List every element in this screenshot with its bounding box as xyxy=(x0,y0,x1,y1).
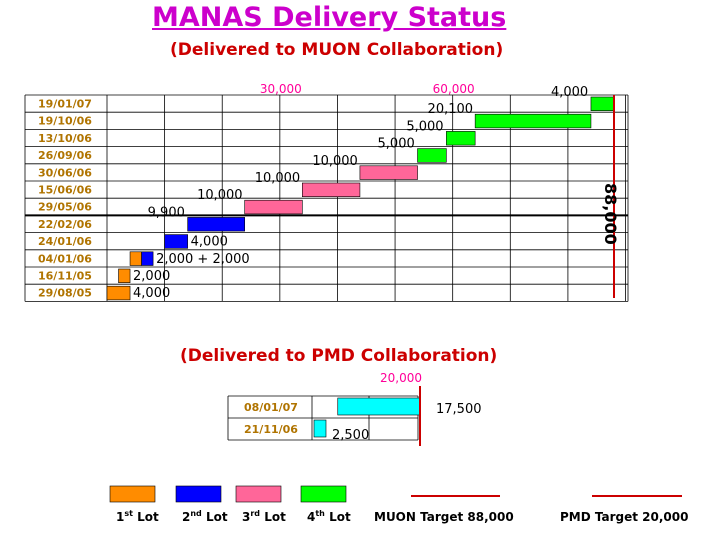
value-label: 4,000 xyxy=(551,85,588,100)
value-label: 20,100 xyxy=(428,102,474,117)
legend-swatch xyxy=(300,485,347,503)
delivery-bar xyxy=(244,199,303,215)
row-date-label: 15/06/06 xyxy=(38,184,92,197)
legend-target-label: MUON Target 88,000 xyxy=(374,510,514,524)
delivery-bar xyxy=(106,285,131,301)
row-date-label: 24/01/06 xyxy=(38,235,92,248)
legend-target-label: PMD Target 20,000 xyxy=(560,510,688,524)
value-label: 4,000 xyxy=(133,286,170,301)
value-label: 4,000 xyxy=(191,235,228,250)
row-date-label: 08/01/07 xyxy=(244,401,298,414)
delivery-bar xyxy=(187,217,245,232)
delivery-bar xyxy=(337,397,421,416)
legend: 1st Lot 2nd Lot 3rd Lot 4th Lot MUON Target … xyxy=(109,485,688,524)
pmd-chart: 20,000 08/01/07 17,500 21/11/06 2,500 xyxy=(227,371,482,446)
row-date-label: 22/02/06 xyxy=(38,218,92,231)
value-label: 2,500 xyxy=(332,428,369,443)
delivery-bar xyxy=(302,182,361,197)
value-label: 9,900 xyxy=(148,205,185,220)
row-date-label: 30/06/06 xyxy=(38,166,92,179)
delivery-bar xyxy=(446,131,476,146)
delivery-bar xyxy=(118,268,131,283)
row-date-label: 04/01/06 xyxy=(38,252,92,265)
value-label: 17,500 xyxy=(436,402,482,417)
legend-label: 4th Lot xyxy=(307,509,351,524)
delivery-bar xyxy=(141,251,154,266)
legend-label: 1st Lot xyxy=(116,509,159,524)
value-label: 10,000 xyxy=(312,154,358,169)
delivery-bar xyxy=(359,165,418,180)
row-date-label: 13/10/06 xyxy=(38,132,92,145)
value-label: 2,000 + 2,000 xyxy=(156,252,250,267)
chart-title: MANAS Delivery Status xyxy=(152,2,507,33)
row-date-label: 19/10/06 xyxy=(38,115,92,128)
delivery-bar xyxy=(474,113,592,129)
muon-subtitle: (Delivered to MUON Collaboration) xyxy=(170,40,504,60)
value-label: 10,000 xyxy=(255,171,300,186)
tick-label: 30,000 xyxy=(260,82,302,96)
row-date-label: 21/11/06 xyxy=(244,423,298,436)
value-label: 10,000 xyxy=(197,188,243,203)
legend-swatch xyxy=(175,485,222,503)
delivery-bar xyxy=(313,419,327,438)
legend-label: 3rd Lot xyxy=(242,509,286,524)
row-date-label: 26/09/06 xyxy=(38,149,92,162)
muon-target-label: 88,000 xyxy=(601,183,620,245)
pmd-subtitle: (Delivered to PMD Collaboration) xyxy=(180,346,498,366)
legend-swatch xyxy=(235,485,282,503)
value-label: 5,000 xyxy=(378,137,415,152)
delivery-bar xyxy=(129,251,142,266)
delivery-bar xyxy=(164,234,188,249)
row-date-label: 19/01/07 xyxy=(38,98,92,111)
muon-chart: 30,000 60,000 19/01/07 4,000 19/10/06 20,100 1… xyxy=(24,82,629,302)
legend-label: 2nd Lot xyxy=(182,509,228,524)
value-label: 5,000 xyxy=(406,119,443,134)
legend-swatch xyxy=(109,485,156,503)
row-date-label: 29/05/06 xyxy=(38,201,92,214)
value-label: 2,000 xyxy=(133,269,170,284)
tick-label: 60,000 xyxy=(433,82,475,96)
row-date-label: 29/08/05 xyxy=(38,287,92,300)
tick-label: 20,000 xyxy=(380,371,422,385)
row-date-label: 16/11/05 xyxy=(38,270,92,283)
delivery-bar xyxy=(417,148,447,163)
delivery-bar xyxy=(590,96,615,111)
